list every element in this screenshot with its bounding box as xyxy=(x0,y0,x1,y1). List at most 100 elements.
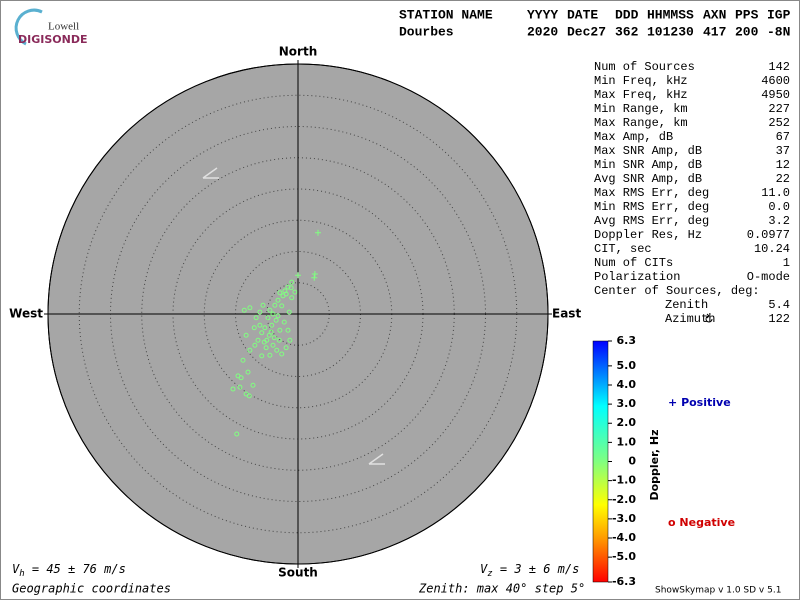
stat-value: O-mode xyxy=(747,270,790,284)
stat-value: 0.0977 xyxy=(747,228,790,242)
chevron xyxy=(368,453,385,465)
stat-label: Max Freq, kHz xyxy=(594,88,688,102)
source-negative xyxy=(240,357,246,363)
source-negative xyxy=(243,332,249,338)
source-negative xyxy=(283,345,289,351)
legend-entry: + Positive xyxy=(668,396,731,409)
vz-v: V xyxy=(480,562,488,576)
source-negative xyxy=(241,307,247,313)
header-value: 200 xyxy=(735,24,759,39)
colorbar-tick-label: 5.0 xyxy=(617,359,637,372)
source-negative xyxy=(273,317,279,323)
center-label: Zenith xyxy=(665,298,708,312)
direction-west: West xyxy=(9,307,43,321)
center-value: 5.4 xyxy=(768,298,790,312)
source-negative xyxy=(277,290,283,296)
header-value: 2020 xyxy=(527,24,558,39)
header-label: AXN xyxy=(703,7,726,22)
skymap xyxy=(44,60,552,568)
source-negative xyxy=(262,325,268,331)
header-label: STATION NAME xyxy=(399,7,493,22)
source-negative xyxy=(289,295,295,301)
stat-value: 0.0 xyxy=(768,200,790,214)
vz-rest: = 3 ± 6 m/s xyxy=(493,562,580,576)
stat-value: 227 xyxy=(768,102,790,116)
stat-label: Max SNR Amp, dB xyxy=(594,144,702,158)
colorbar-label: Doppler, Hz xyxy=(648,429,661,500)
stat-value: 12 xyxy=(776,158,790,172)
source-negative xyxy=(259,330,265,336)
stat-label: Num of Sources xyxy=(594,60,695,74)
source-negative xyxy=(271,335,277,341)
header-value: 417 xyxy=(703,24,726,39)
stat-value: 10.24 xyxy=(754,242,790,256)
header-label: HHMMSS xyxy=(647,7,694,22)
source-positive xyxy=(295,272,301,279)
stat-label: Avg RMS Err, deg xyxy=(594,214,709,228)
direction-north: North xyxy=(279,45,317,59)
source-negative xyxy=(268,329,274,335)
source-negative xyxy=(288,285,294,291)
colorbar-tick-label: 3.0 xyxy=(617,397,637,410)
vz-label: Vz = 3 ± 6 m/s xyxy=(480,562,579,579)
azimuth-icon xyxy=(705,313,713,323)
legend-marker: o xyxy=(668,516,676,529)
source-negative xyxy=(238,375,244,381)
source-negative xyxy=(250,382,256,388)
legend-name: Negative xyxy=(679,516,735,529)
source-negative xyxy=(276,337,282,343)
vz-sub: z xyxy=(487,569,492,579)
stat-label: Doppler Res, Hz xyxy=(594,228,702,242)
stat-label: CIT, sec xyxy=(594,242,652,256)
colorbar-tick-label: 6.3 xyxy=(617,334,637,347)
version: ShowSkymap v 1.0 SD v 5.1 xyxy=(655,586,781,596)
zenith-note: Zenith: max 40° step 5° xyxy=(418,582,585,596)
header-label: DDD xyxy=(615,7,639,22)
source-negative xyxy=(289,279,295,285)
stat-label: Avg SNR Amp, dB xyxy=(594,172,702,186)
stat-value: 1 xyxy=(783,256,790,270)
source-negative xyxy=(263,345,269,351)
source-negative xyxy=(264,337,270,343)
center-title: Center of Sources, deg: xyxy=(594,284,760,298)
source-negative xyxy=(245,369,251,375)
stat-value: 4600 xyxy=(761,74,790,88)
source-positive xyxy=(311,271,318,277)
logo-top: Lowell xyxy=(48,21,79,33)
source-negative xyxy=(255,337,261,343)
stat-value: 22 xyxy=(776,172,790,186)
source-negative xyxy=(281,319,287,325)
source-negative xyxy=(234,431,240,437)
direction-south: South xyxy=(278,566,318,580)
stat-value: 67 xyxy=(776,130,790,144)
source-negative xyxy=(247,347,253,353)
colorbar-tick-label: -5.0 xyxy=(612,550,636,563)
header-value: Dec27 xyxy=(567,24,606,39)
source-negative xyxy=(267,352,273,358)
source-negative xyxy=(287,337,293,343)
stat-value: 37 xyxy=(776,144,790,158)
source-negative xyxy=(270,342,276,348)
source-negative xyxy=(277,327,283,333)
source-negative xyxy=(274,347,280,353)
stat-label: Max RMS Err, deg xyxy=(594,186,709,200)
source-negative xyxy=(285,284,291,290)
source-negative xyxy=(253,315,259,321)
center-label: Azimuth xyxy=(665,312,715,326)
vh-rest: = 45 ± 76 m/s xyxy=(25,562,126,576)
colorbar-tick-label: -6.3 xyxy=(612,575,636,588)
stat-label: Min SNR Amp, dB xyxy=(594,158,702,172)
header-label: PPS xyxy=(735,7,759,22)
source-negative xyxy=(272,302,278,308)
colorbar-tick-label: -3.0 xyxy=(612,512,636,525)
vh-sub: h xyxy=(19,569,24,579)
legend-entry: o Negative xyxy=(668,516,735,529)
chevron xyxy=(202,167,219,179)
legend-marker: + xyxy=(668,396,677,409)
header-value: 101230 xyxy=(647,24,694,39)
stat-label: Max Range, km xyxy=(594,116,688,130)
colorbar-tick-label: -2.0 xyxy=(612,493,636,506)
source-positive xyxy=(315,229,321,236)
colorbar-tick-label: -4.0 xyxy=(612,531,636,544)
